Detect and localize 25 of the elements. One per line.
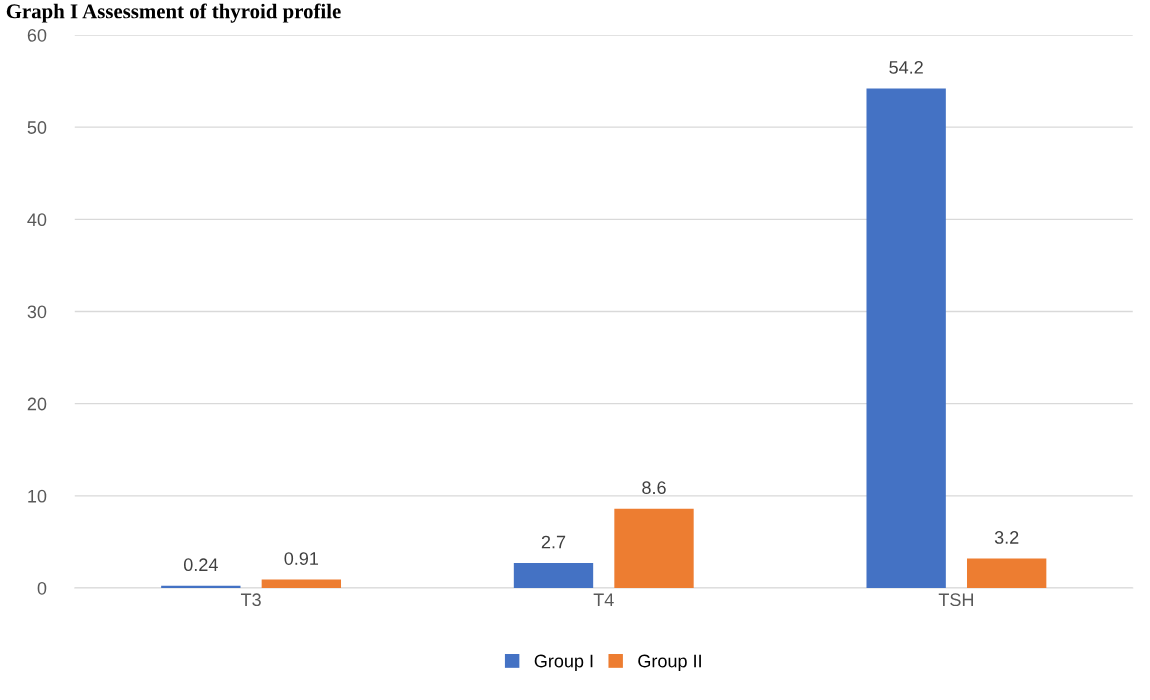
bar: [614, 508, 694, 588]
x-tick-label: TSH: [938, 593, 973, 607]
legend-label: Group II: [638, 654, 701, 671]
data-label: 2.7: [541, 535, 566, 549]
y-tick-label: 30: [27, 305, 47, 319]
y-tick-label: 60: [27, 28, 47, 42]
data-label: 0.91: [284, 552, 319, 565]
legend-label: Group I: [534, 654, 593, 671]
y-tick-label: 50: [27, 121, 47, 134]
bar: [161, 585, 241, 588]
x-tick-label: T3: [240, 593, 261, 607]
data-label: 0.24: [183, 558, 218, 572]
y-tick-label: 40: [27, 213, 47, 227]
data-label: 3.2: [994, 531, 1019, 544]
bar: [513, 563, 594, 588]
y-tick-label: 10: [28, 489, 47, 503]
bar: [261, 579, 342, 588]
data-label: 8.6: [642, 481, 666, 495]
data-label: 54.2: [889, 60, 923, 74]
bar: [967, 558, 1047, 588]
chart-title: Graph I Assessment of thyroid profile: [6, 3, 341, 23]
bar: [866, 88, 946, 588]
y-tick-label: 0: [37, 581, 47, 595]
y-tick-label: 20: [27, 397, 47, 411]
x-tick-label: T4: [593, 593, 614, 606]
